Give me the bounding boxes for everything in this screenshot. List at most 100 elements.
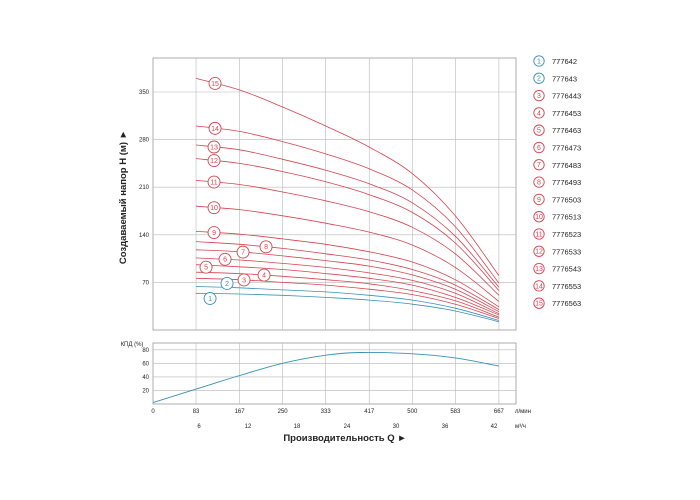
curve-marker-label-11: 11	[210, 179, 217, 186]
legend-marker-label-6: 6	[537, 145, 541, 152]
legend-entry-12: 7776533	[552, 247, 581, 256]
legend-marker-6	[533, 141, 545, 154]
x-tick-label-lpm: 583	[450, 409, 461, 415]
legend-entry-1: 777642	[552, 57, 577, 66]
x-tick-label-m3h: 30	[393, 424, 400, 430]
x-tick-label-m3h: 42	[491, 424, 498, 430]
x-tick-label-lpm: 667	[494, 409, 505, 415]
efficiency-chart-frame	[152, 342, 517, 405]
head-y-tick-label: 350	[139, 90, 150, 96]
legend-marker-7	[533, 159, 545, 171]
head-curve-5	[195, 264, 500, 316]
legend-marker-4	[533, 107, 545, 119]
curve-marker-10	[207, 201, 221, 215]
curve-marker-label-14: 14	[211, 126, 219, 133]
efficiency-y-tick-label: 20	[142, 388, 149, 394]
legend-marker-label-4: 4	[537, 110, 541, 117]
curve-marker-12	[207, 154, 221, 168]
x-tick-label-lpm: 250	[278, 409, 289, 415]
legend-entry-14: 7776553	[552, 282, 581, 291]
curve-marker-label-12: 12	[210, 158, 218, 165]
curve-marker-label-2: 2	[225, 281, 229, 288]
legend-entry-13: 7776543	[552, 265, 581, 274]
efficiency-curve	[152, 352, 499, 404]
efficiency-chart-series	[152, 352, 499, 404]
efficiency-chart-grid: 0 83 167 250 333 417 500 583 667 20 40 60 80 6 12 18 24 3…	[142, 342, 517, 430]
legend-marker-13	[533, 262, 545, 275]
head-curve-15	[195, 78, 500, 276]
legend-entry-15: 7776563	[552, 299, 581, 308]
legend-entry-2: 777643	[552, 74, 577, 83]
curve-marker-label-10: 10	[210, 205, 218, 212]
curve-marker-11	[207, 175, 221, 189]
head-y-tick-label: 70	[142, 280, 149, 286]
head-curve-8	[195, 241, 500, 310]
legend-marker-5	[533, 124, 545, 136]
legend-marker-2	[533, 72, 545, 84]
head-curve-10	[195, 205, 500, 302]
curve-marker-15	[208, 76, 222, 90]
x-tick-label-lpm: 417	[364, 409, 375, 415]
legend-entry-4: 7776453	[552, 109, 581, 118]
x-tick-label-m3h: 18	[294, 424, 301, 430]
head-curve-12	[195, 158, 500, 291]
legend-marker-label-10: 10	[535, 214, 543, 221]
x-tick-label-lpm: 500	[407, 409, 418, 415]
x-tick-label-lpm: 333	[321, 409, 332, 415]
efficiency-y-tick-label: 80	[142, 348, 149, 354]
legend-marker-8	[533, 176, 545, 188]
legend-marker-3	[533, 89, 545, 102]
legend-entry-8: 7776493	[552, 178, 581, 187]
legend-marker-label-8: 8	[537, 180, 541, 187]
legend-marker-11	[533, 228, 545, 240]
legend-entry-6: 7776473	[552, 144, 581, 153]
legend-marker-label-15: 15	[535, 301, 543, 308]
curve-marker-7	[236, 245, 250, 259]
curve-marker-label-8: 8	[264, 244, 268, 251]
legend-entry-5: 7776463	[552, 126, 581, 135]
legend-marker-label-12: 12	[535, 249, 543, 256]
legend-marker-label-7: 7	[537, 162, 541, 169]
curve-marker-label-4: 4	[262, 273, 266, 280]
head-y-tick-label: 280	[139, 138, 150, 144]
head-curve-9	[195, 231, 500, 308]
head-curve-1	[195, 292, 499, 323]
curve-marker-label-3: 3	[242, 277, 246, 284]
curve-marker-label-7: 7	[241, 250, 245, 257]
head-y-tick-label: 140	[139, 233, 150, 239]
curve-marker-label-13: 13	[210, 144, 218, 151]
chart-legend: 1 777642 2 777643 3 7776443 4 7776453 5 7776463 6 7…	[533, 55, 581, 309]
head-curve-14	[195, 125, 500, 284]
legend-marker-label-5: 5	[537, 128, 541, 135]
curve-marker-14	[208, 121, 222, 135]
curve-marker-6	[218, 252, 232, 266]
curve-marker-4	[257, 268, 271, 282]
legend-marker-9	[533, 193, 545, 206]
curve-marker-label-9: 9	[212, 230, 216, 237]
curve-marker-label-1: 1	[208, 296, 212, 303]
legend-marker-label-9: 9	[537, 197, 541, 204]
head-axis-title: Создаваемый напор H (м) ►	[118, 130, 129, 264]
legend-marker-label-14: 14	[535, 283, 543, 290]
x-unit-m3h: м³/ч	[515, 424, 526, 430]
legend-marker-label-11: 11	[535, 231, 542, 238]
curve-marker-13	[207, 140, 221, 154]
legend-marker-12	[533, 245, 545, 257]
head-curve-2	[195, 286, 500, 321]
legend-marker-label-1: 1	[537, 58, 541, 65]
legend-marker-15	[533, 297, 545, 309]
curve-marker-2	[220, 276, 234, 290]
efficiency-y-tick-label: 60	[142, 361, 149, 367]
legend-entry-3: 7776443	[552, 92, 581, 101]
head-chart-series	[195, 78, 500, 323]
curve-marker-label-5: 5	[204, 265, 208, 272]
head-curve-6	[195, 257, 500, 315]
legend-entry-7: 7776483	[552, 161, 581, 170]
legend-entry-11: 7776523	[552, 230, 581, 239]
legend-marker-1	[533, 55, 545, 67]
x-unit-lpm: л/мин	[515, 409, 531, 415]
x-tick-label-m3h: 6	[197, 424, 201, 430]
curve-marker-5	[199, 260, 213, 274]
